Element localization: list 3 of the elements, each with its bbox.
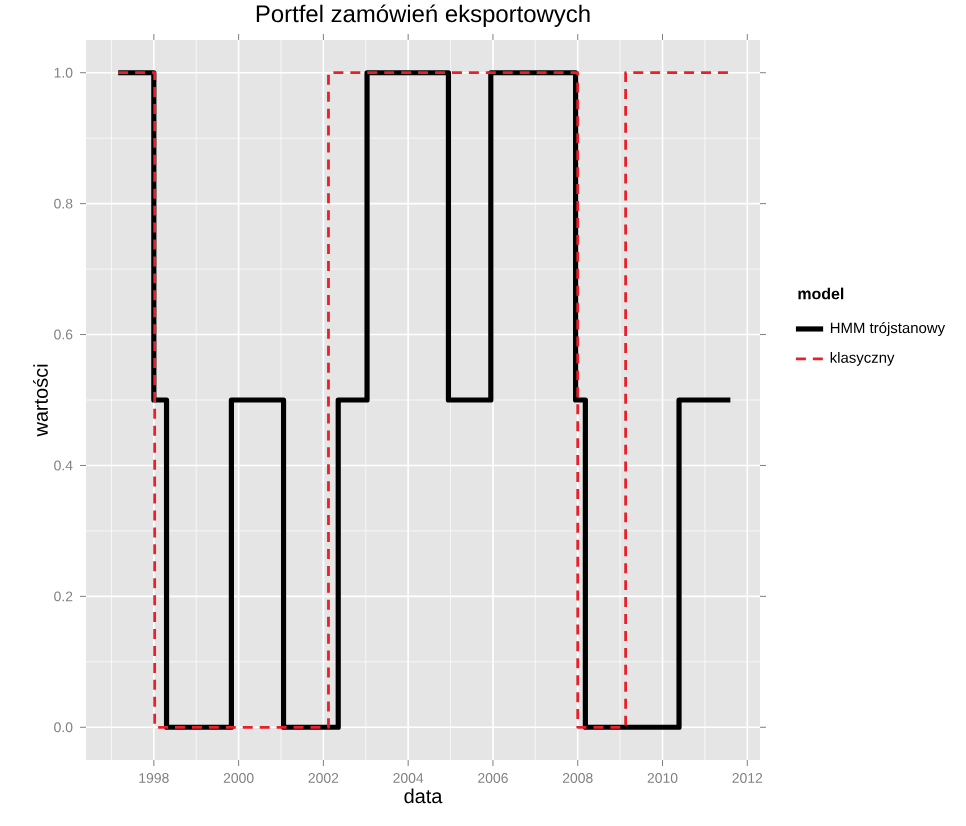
- y-axis-title: wartości: [33, 364, 48, 437]
- chart-title: Portfel zamówień eksportowych: [256, 4, 590, 27]
- x-axis-title: data: [404, 788, 443, 804]
